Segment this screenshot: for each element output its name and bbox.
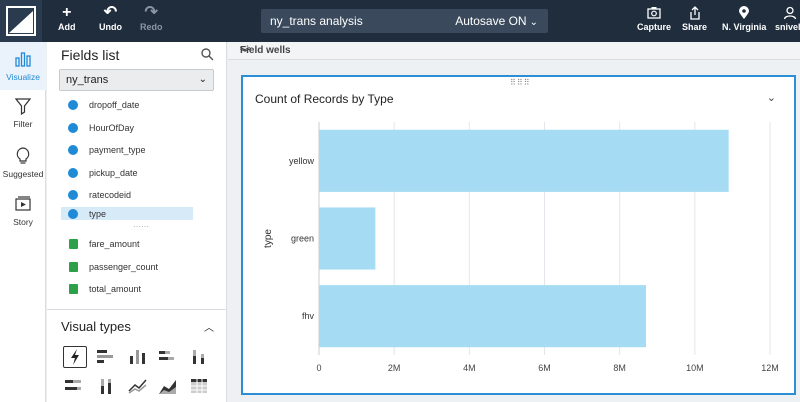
user-icon xyxy=(775,4,800,22)
undo-button[interactable]: ↶ Undo xyxy=(99,4,122,32)
field-item[interactable]: total_amount xyxy=(61,282,193,296)
user-menu[interactable]: snively xyxy=(775,4,800,32)
funnel-icon xyxy=(0,97,46,119)
visual-menu-chevron-icon[interactable]: ⌄ xyxy=(766,92,776,104)
table-icon xyxy=(191,379,207,393)
search-icon[interactable] xyxy=(200,47,214,61)
vertical-bar-visual-button[interactable] xyxy=(127,346,151,368)
visual-title: Count of Records by Type xyxy=(255,92,394,106)
rail-item-filter[interactable]: Filter xyxy=(0,97,46,129)
x-tick-label: 6M xyxy=(538,363,551,373)
y-tick-label: fhv xyxy=(302,311,315,321)
left-nav-rail: Visualize Filter Suggested Story xyxy=(0,42,46,402)
drag-handle[interactable]: ⠿⠿⠿ xyxy=(510,78,531,87)
field-wells-bar[interactable]: Field wells ︾ xyxy=(228,42,800,60)
visual-types-panel: Visual types ︿ xyxy=(47,309,227,402)
measure-icon xyxy=(69,262,78,272)
lightning-icon xyxy=(71,349,79,365)
add-button[interactable]: + Add xyxy=(58,4,76,32)
field-item[interactable]: ratecodeid xyxy=(61,188,193,202)
share-icon xyxy=(682,4,707,22)
area-chart-icon xyxy=(159,380,176,394)
x-tick-label: 8M xyxy=(613,363,626,373)
x-tick-label: 12M xyxy=(761,363,779,373)
percent-bar-icon xyxy=(65,380,81,390)
fields-panel: Fields list ny_trans ⌄ dropoff_date Hour… xyxy=(47,42,227,402)
dimension-icon xyxy=(68,145,78,155)
rail-item-suggested[interactable]: Suggested xyxy=(0,147,46,179)
measure-icon xyxy=(69,239,78,249)
field-item-selected[interactable]: type xyxy=(61,207,193,220)
field-item[interactable]: pickup_date xyxy=(61,166,193,180)
location-pin-icon xyxy=(722,4,766,22)
percent-bar-visual-button[interactable] xyxy=(63,376,87,398)
bar-chart-icon xyxy=(0,50,46,72)
y-tick-label: green xyxy=(291,234,314,244)
chevron-up-icon[interactable]: ︿ xyxy=(204,323,214,334)
pivot-table-visual-button[interactable] xyxy=(188,376,212,398)
dimension-icon xyxy=(68,190,78,200)
lightbulb-icon xyxy=(0,147,46,169)
bar-chart: 0 2M 4M 6M 8M 10M 12M yellow green fhv type xyxy=(263,122,779,373)
field-item[interactable]: payment_type xyxy=(61,143,193,157)
region-selector[interactable]: N. Virginia xyxy=(722,4,766,32)
y-axis-label: type xyxy=(263,229,274,248)
dataset-dropdown[interactable]: ny_trans ⌄ xyxy=(59,69,214,91)
dimension-icon xyxy=(68,123,78,133)
percent-column-icon xyxy=(101,379,111,394)
bar xyxy=(319,129,729,192)
share-button[interactable]: Share xyxy=(682,4,707,32)
chevron-down-icon: ⌄ xyxy=(529,17,538,28)
field-item[interactable]: passenger_count xyxy=(61,260,193,274)
capture-button[interactable]: Capture xyxy=(637,4,671,32)
dimension-date-icon xyxy=(68,168,78,178)
x-tick-label: 0 xyxy=(316,363,321,373)
logo-icon xyxy=(6,6,36,36)
field-item[interactable]: HourOfDay xyxy=(61,121,193,135)
fields-list-title: Fields list xyxy=(61,47,120,63)
bar xyxy=(319,285,646,348)
story-icon xyxy=(0,195,46,217)
quicksight-logo[interactable] xyxy=(0,0,42,42)
field-item[interactable]: dropoff_date xyxy=(61,98,193,112)
stacked-bar-icon xyxy=(159,351,174,360)
bar xyxy=(319,207,376,270)
x-tick-label: 2M xyxy=(388,363,401,373)
line-visual-button[interactable] xyxy=(127,376,151,398)
measure-icon xyxy=(69,284,78,294)
y-tick-label: yellow xyxy=(289,156,315,166)
analysis-title-box[interactable]: ny_trans analysis Autosave ON ⌄ xyxy=(261,9,548,33)
redo-button[interactable]: ↷ Redo xyxy=(140,4,163,32)
horizontal-bar-icon xyxy=(97,350,113,363)
autograph-visual-button[interactable] xyxy=(63,346,87,368)
dimension-date-icon xyxy=(68,100,78,110)
plus-icon: + xyxy=(62,4,72,21)
visual-card[interactable]: ⠿⠿⠿ Count of Records by Type ⌄ 0 2M 4M 6M 8M… xyxy=(241,75,796,395)
stacked-bar-visual-button[interactable] xyxy=(157,346,181,368)
line-chart-icon xyxy=(128,379,147,394)
undo-icon: ↶ xyxy=(103,4,118,21)
visual-types-title: Visual types xyxy=(61,319,131,334)
dimension-icon xyxy=(68,209,78,219)
analysis-name[interactable]: ny_trans analysis xyxy=(270,14,363,28)
percent-column-visual-button[interactable] xyxy=(95,376,119,398)
chevron-down-icon: ⌄ xyxy=(198,74,207,85)
double-chevron-down-icon[interactable]: ︾ xyxy=(240,48,250,59)
stacked-column-visual-button[interactable] xyxy=(188,346,212,368)
vertical-bar-icon xyxy=(130,350,145,364)
autosave-dropdown[interactable]: Autosave ON ⌄ xyxy=(455,14,538,28)
panel-resize-handle[interactable]: ⋯⋯ xyxy=(133,222,149,231)
redo-icon: ↷ xyxy=(144,4,158,21)
top-toolbar: + Add ↶ Undo ↷ Redo ny_trans analysis Au… xyxy=(0,0,800,42)
x-tick-label: 10M xyxy=(686,363,704,373)
stacked-column-icon xyxy=(193,350,204,364)
field-item[interactable]: fare_amount xyxy=(61,237,193,251)
area-visual-button[interactable] xyxy=(157,376,181,398)
x-tick-label: 4M xyxy=(463,363,476,373)
camera-icon xyxy=(637,4,671,22)
horizontal-bar-visual-button[interactable] xyxy=(95,346,119,368)
rail-item-story[interactable]: Story xyxy=(0,195,46,227)
rail-item-visualize[interactable]: Visualize xyxy=(0,42,46,90)
